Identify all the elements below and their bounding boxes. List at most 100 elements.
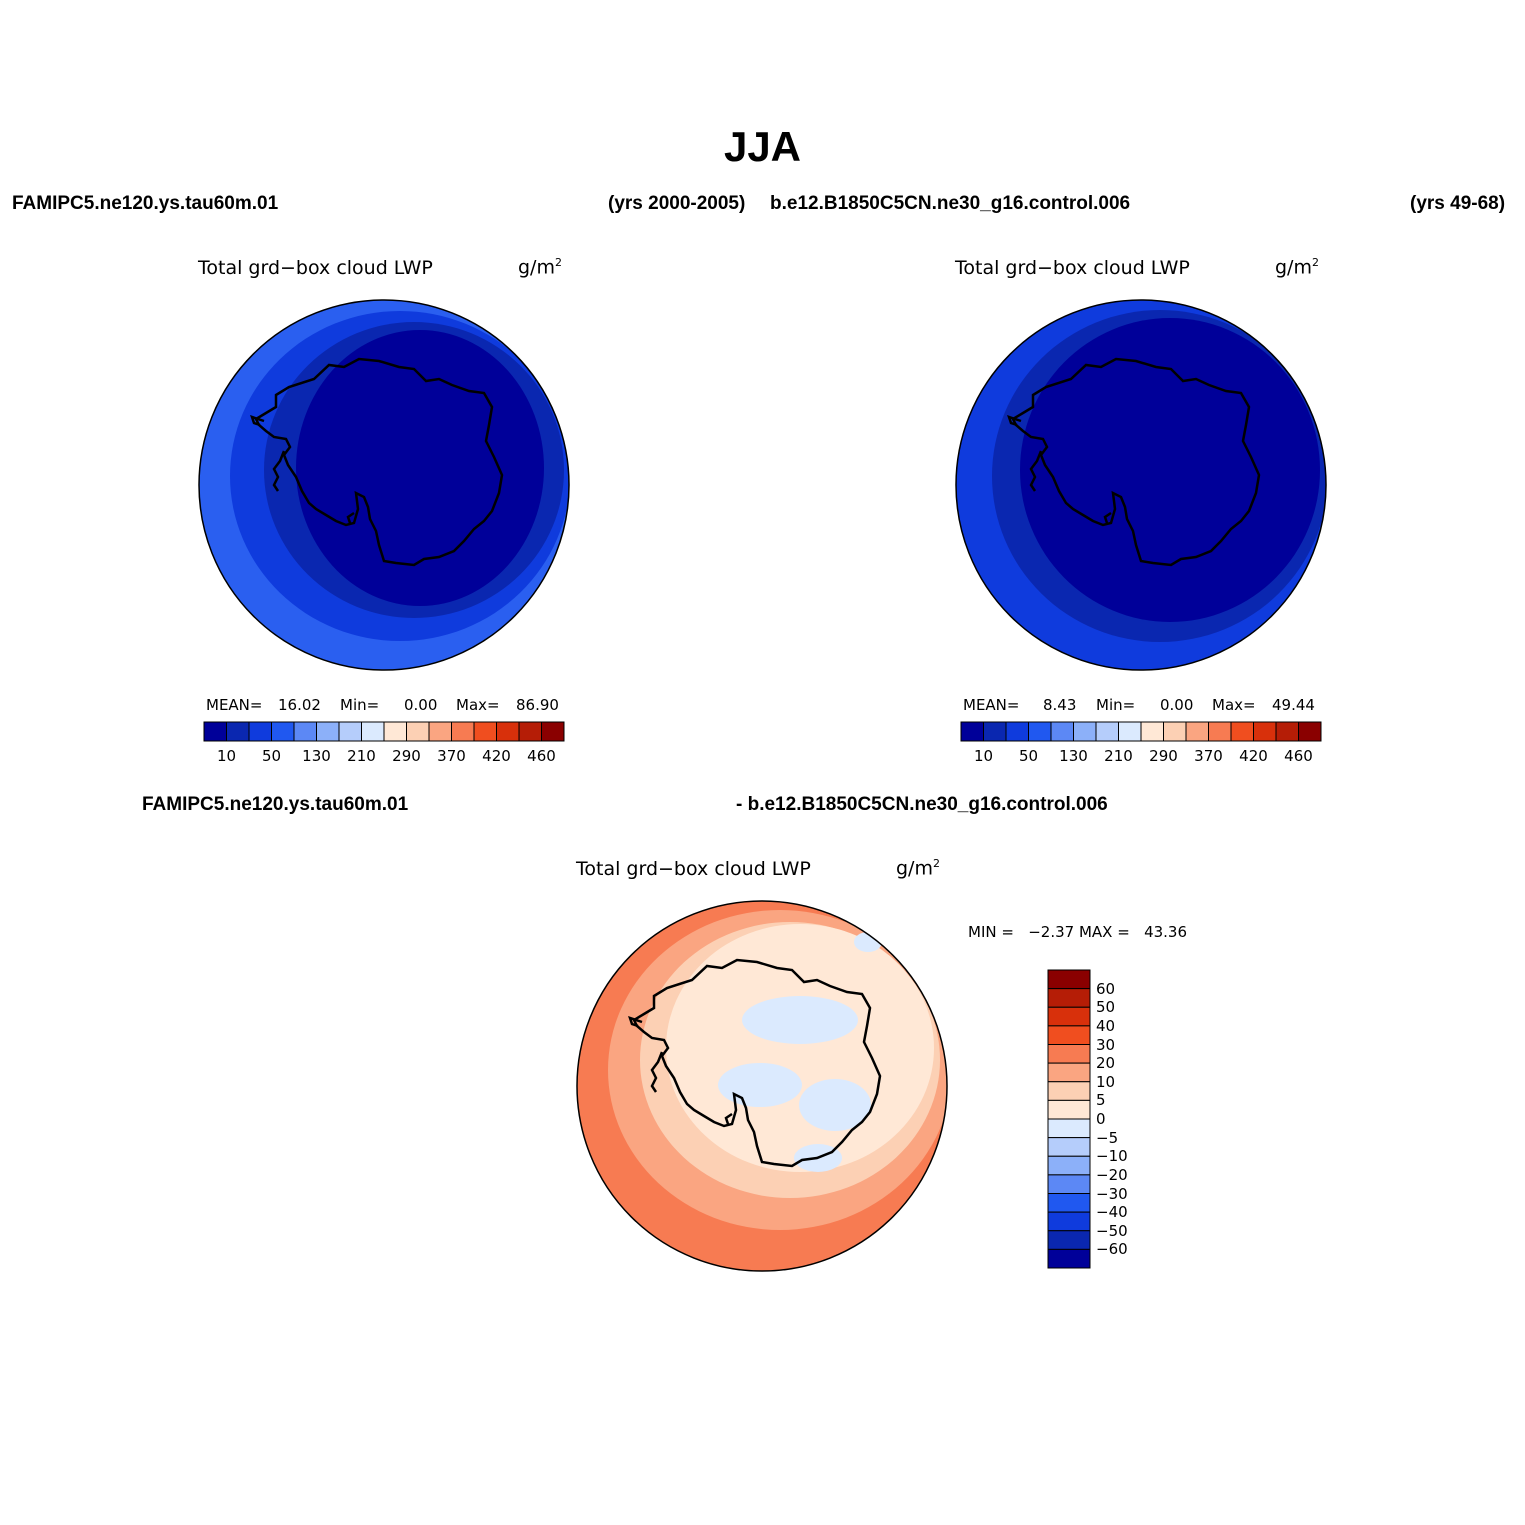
panel2-variable-title: Total grd−box cloud LWP [955, 257, 1190, 279]
diff-colorbar-box [1047, 988, 1091, 1008]
case1-years: (yrs 2000-2005) [608, 193, 746, 214]
panel1-colorbar-box [361, 721, 385, 742]
diff-case2-name: - b.e12.B1850C5CN.ne30_g16.control.006 [736, 794, 1108, 815]
panel1-max-label: Max= [456, 696, 500, 714]
diff-colorbar-label: −30 [1096, 1184, 1128, 1203]
diff-colorbar-box [1047, 1193, 1091, 1213]
panel2-colorbar-label: 460 [1284, 747, 1313, 765]
case1-name: FAMIPC5.ne120.ys.tau60m.01 [12, 193, 279, 214]
diff-colorbar-label: 40 [1096, 1016, 1116, 1035]
diff-colorbar-label: 10 [1096, 1072, 1116, 1091]
panel1-map [199, 300, 569, 670]
panel2-map-border [955, 299, 1327, 671]
panel1-colorbar-box [383, 721, 407, 742]
diff-colorbar-label: 60 [1096, 979, 1116, 998]
panel2-mean: 8.43 [1043, 696, 1077, 714]
diff-map-border [576, 900, 948, 1272]
panel1-colorbar-label: 370 [437, 747, 466, 765]
diff-colorbar-box [1047, 1137, 1091, 1157]
diff-colorbar-label: −5 [1096, 1128, 1119, 1147]
diff-colorbar-label: 20 [1096, 1054, 1116, 1073]
diff-colorbar-box [1047, 1211, 1091, 1232]
panel1-mean-label: MEAN= [206, 696, 263, 714]
diff-colorbar-box [1047, 1174, 1091, 1194]
panel1-colorbar-label: 210 [347, 747, 376, 765]
panel1-colorbar-box [473, 721, 497, 742]
diff-units: g/m2 [896, 857, 940, 880]
panel1-max: 86.90 [516, 696, 559, 714]
diff-colorbar-box [1047, 1099, 1091, 1120]
panel2-colorbar [960, 721, 1322, 742]
panel2-colorbar-box [983, 721, 1007, 742]
diff-colorbar-label: −40 [1096, 1203, 1128, 1222]
panel1-colorbar-box [248, 721, 272, 742]
panel1-colorbar-label: 50 [261, 747, 282, 765]
panel2-colorbar-box [1298, 721, 1322, 742]
diff-colorbar-box [1047, 1155, 1091, 1176]
panel2-colorbar-box [1230, 721, 1254, 742]
diff-colorbar-label: 0 [1096, 1110, 1106, 1128]
diff-colorbar-box [1047, 1025, 1091, 1045]
diff-minmax: MIN = −2.37 MAX = 43.36 [968, 923, 1188, 941]
diff-colorbar-label: −50 [1096, 1221, 1128, 1240]
diff-colorbar-box [1047, 1248, 1091, 1269]
panel1-map-border [198, 299, 570, 671]
panel2-colorbar-label: 130 [1059, 747, 1088, 765]
panel1-mean: 16.02 [278, 696, 321, 714]
panel1-colorbar-label: 420 [482, 747, 511, 765]
panel2-colorbar-box [1140, 721, 1164, 742]
diff-colorbar-label: 50 [1096, 998, 1116, 1017]
diff-map [577, 901, 947, 1271]
panel2-units: g/m2 [1275, 256, 1319, 279]
panel2-mean-label: MEAN= [963, 696, 1020, 714]
diff-colorbar [1047, 969, 1091, 1269]
panel1-colorbar-box [226, 721, 250, 742]
panel1-colorbar-label: 460 [527, 747, 556, 765]
panel2-colorbar-label: 50 [1018, 747, 1039, 765]
panel2-colorbar-label: 420 [1239, 747, 1268, 765]
panel2-colorbar-label: 10 [973, 747, 994, 765]
panel1-colorbar-box [271, 721, 295, 742]
panel2-colorbar-box [1275, 721, 1299, 742]
case2-years: (yrs 49-68) [1410, 193, 1506, 214]
diff-colorbar-label: 30 [1096, 1035, 1116, 1054]
panel2-colorbar-box [1050, 721, 1074, 742]
panel1-colorbar [203, 721, 565, 742]
panel1-colorbar-box [518, 721, 542, 742]
diff-colorbar-label: 5 [1096, 1091, 1106, 1110]
diff-colorbar-box [1047, 1081, 1091, 1101]
diff-colorbar-box [1047, 1118, 1091, 1139]
panel2-colorbar-label: 210 [1104, 747, 1133, 765]
panel2-map [956, 300, 1326, 670]
panel2-colorbar-label: 370 [1194, 747, 1223, 765]
panel2-colorbar-box [1118, 721, 1142, 742]
panel2-colorbar-box [1253, 721, 1277, 742]
panel1-colorbar-box [316, 721, 340, 742]
panel1-colorbar-box [338, 721, 362, 742]
panel2-colorbar-box [1208, 721, 1232, 742]
panel1-colorbar-box [293, 721, 317, 742]
panel2-min: 0.00 [1160, 696, 1194, 714]
case2-name: b.e12.B1850C5CN.ne30_g16.control.006 [770, 193, 1131, 214]
panel1-variable-title: Total grd−box cloud LWP [198, 257, 433, 279]
panel1-min: 0.00 [404, 696, 438, 714]
panel1-colorbar-box [406, 721, 430, 742]
panel2-max-label: Max= [1212, 696, 1256, 714]
panel1-colorbar-box [496, 721, 520, 742]
panel2-colorbar-box [1005, 721, 1029, 742]
panel1-colorbar-label: 130 [302, 747, 331, 765]
panel2-colorbar-box [960, 721, 984, 742]
panel2-colorbar-box [1185, 721, 1209, 742]
diff-colorbar-box [1047, 1044, 1091, 1064]
diff-colorbar-box [1047, 1230, 1091, 1250]
panel1-colorbar-box [203, 721, 227, 742]
panel1-min-label: Min= [340, 696, 380, 714]
diff-colorbar-box [1047, 969, 1091, 990]
diff-colorbar-label: −20 [1096, 1165, 1128, 1184]
panel1-colorbar-box [541, 721, 565, 742]
panel2-colorbar-box [1095, 721, 1119, 742]
diff-colorbar-box [1047, 1062, 1091, 1083]
panel2-colorbar-label: 290 [1149, 747, 1178, 765]
diff-colorbar-box [1047, 1006, 1091, 1027]
